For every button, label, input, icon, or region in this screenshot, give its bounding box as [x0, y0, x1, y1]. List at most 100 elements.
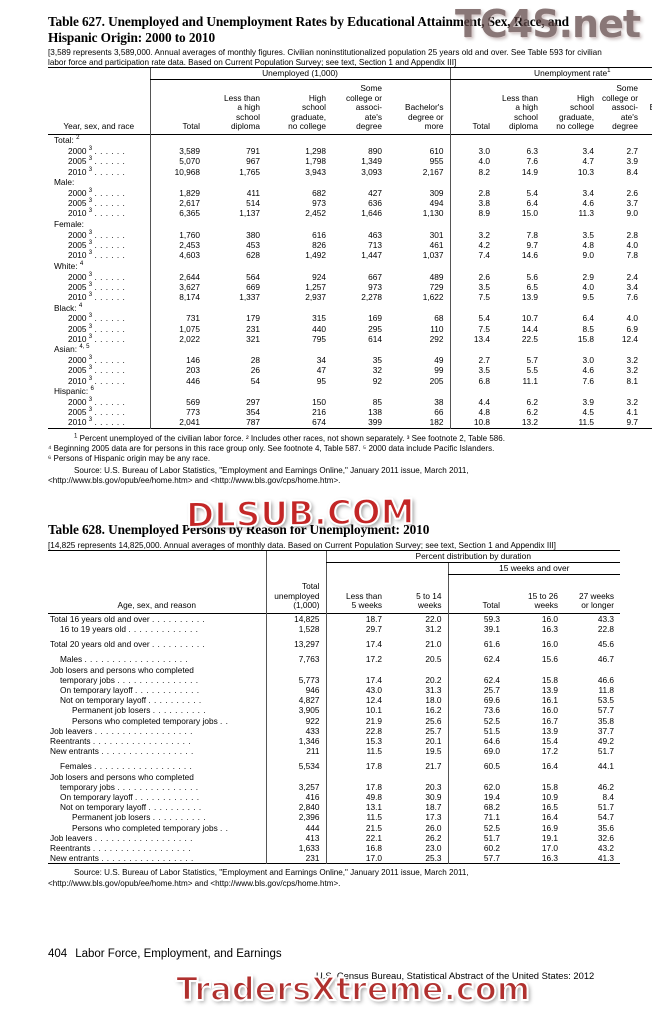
table-cell: 8.5 — [582, 323, 595, 334]
header-5-to-14-weeks: 5 to 14 weeks — [416, 590, 442, 611]
table-cell: 62.0 — [447, 781, 506, 792]
table-cell: 43.2 — [597, 842, 615, 853]
table-cell: 10.7 — [521, 313, 539, 324]
table-cell: 5.4 — [526, 187, 539, 198]
header-less-than-hs-2: Less than a high school diploma — [502, 92, 539, 132]
table-row-628: On temporary layoff . . . . . . . . . . … — [48, 684, 620, 696]
table-cell: 22.5 — [521, 333, 539, 344]
table-cell: 16.0 — [541, 639, 558, 650]
row-group-filler — [496, 219, 544, 230]
header-unemployment-rate: Unemployment rate1 — [449, 67, 652, 81]
table-row-627: 2000 3 . . . . . . 1,829 411 682 427 309 2.8 5.… — [48, 187, 652, 199]
table-cell: 26.0 — [425, 822, 442, 833]
row-group-filler — [388, 386, 450, 397]
table-row-627: 2010 3 . . . . . . 2,041 787 674 399 182 10.8 1… — [48, 417, 652, 429]
table-cell: 1,346 — [265, 735, 326, 747]
row-label: 2005 3 . . . . . . — [68, 322, 126, 334]
table-cell: 73.6 — [447, 705, 506, 716]
table-cell: 68 — [434, 313, 444, 324]
table-628-subspan-header-row: Age, sex, and reason Total unemployed (1,0… — [48, 562, 621, 614]
table-row-group-627: Asian: 4, 5 — [48, 343, 652, 356]
table-cell: 47 — [316, 365, 326, 376]
table-cell: 14.9 — [521, 166, 539, 177]
table-cell: 69.0 — [447, 746, 506, 757]
table-cell: 4.3 — [644, 292, 652, 302]
table-cell: 62.4 — [447, 674, 506, 685]
row-label: 2010 3 . . . . . . — [68, 207, 126, 219]
footnote-line-3: ⁶ Persons of Hispanic origin may be any … — [48, 453, 211, 463]
table-cell: 16.8 — [325, 842, 388, 854]
row-label: New entrants . . . . . . . . . . . . . .… — [50, 853, 194, 864]
table-cell: 6.3 — [526, 146, 539, 157]
row-group-filler — [449, 218, 497, 230]
table-cell: 6.9 — [626, 323, 639, 334]
table-cell: 7.6 — [582, 375, 595, 386]
table-row-group-627: Black: 4 — [48, 302, 652, 314]
table-cell: 22.8 — [325, 725, 388, 736]
table-cell: 69.6 — [447, 695, 506, 706]
row-group-filler — [600, 133, 645, 147]
table-row-628: Not on temporary layoff . . . . . . . . … — [48, 802, 620, 813]
table-row-628: 16 to 19 years old . . . . . . . . . . .… — [48, 623, 620, 635]
table-cell: 15.3 — [325, 735, 388, 747]
table-cell: 4.5 — [582, 407, 595, 418]
table-row-627: 2010 3 . . . . . . 6,365 1,137 2,452 1,646 1,… — [48, 207, 652, 219]
table-cell: 231 — [265, 853, 326, 864]
table-cell — [564, 772, 620, 782]
table-cell: 3.4 — [582, 146, 595, 157]
table-cell: 41.3 — [597, 853, 615, 864]
table-cell: 731 — [149, 313, 206, 324]
table-cell: 7.8 — [526, 229, 539, 240]
table-cell: 2.4 — [644, 240, 652, 250]
table-row-628: Job losers and persons who completed — [48, 664, 620, 675]
table-cell: 17.2 — [541, 746, 558, 757]
table-cell: 51.7 — [447, 832, 506, 843]
row-label: temporary jobs . . . . . . . . . . . . .… — [60, 674, 199, 685]
table-cell: 3.9 — [626, 156, 639, 167]
row-label: Not on temporary layoff . . . . . . . . … — [60, 802, 202, 813]
table-row-627: 2000 3 . . . . . . 1,760 380 616 463 301 3.2 7.… — [48, 229, 652, 240]
table-cell: 11.5 — [325, 812, 388, 823]
table-row-spacer-628 — [48, 649, 620, 655]
row-label: 2000 3 . . . . . . — [68, 270, 126, 282]
row-label: 2010 3 . . . . . . — [68, 291, 126, 302]
table-cell: 4.6 — [582, 198, 595, 209]
table-cell: 22.1 — [325, 832, 388, 843]
table-cell: 380 — [246, 229, 260, 240]
table-cell: 35 — [372, 355, 382, 366]
table-cell: 3.5 — [449, 365, 497, 376]
table-row-628: Reentrants . . . . . . . . . . . . . . .… — [48, 842, 620, 854]
source-line-2-627: <http://www.bls.gov/opub/ee/home.htm> an… — [48, 475, 341, 485]
table-cell: 17.3 — [425, 812, 442, 823]
header-some-college-1: Some college or associ-ate's degree — [346, 82, 382, 132]
table-cell: 1,760 — [149, 229, 206, 240]
table-row-627: 2000 3 . . . . . . 569 297 150 85 38 4.4 6.2 3.9… — [48, 397, 652, 408]
table-row-group-627: Total: 2 — [48, 133, 652, 147]
row-group-filler — [149, 133, 206, 147]
table-627-title: Table 627. Unemployed and Unemployment R… — [48, 14, 569, 45]
table-row-627: 2005 3 . . . . . . 773 354 216 138 66 4.8 6.2 4.… — [48, 407, 652, 418]
table-cell: 1.6 — [644, 272, 652, 282]
table-cell: 514 — [246, 198, 260, 209]
header-total-unemployed: Total unemployed (1,000) — [265, 562, 326, 614]
table-cell — [325, 771, 388, 782]
table-627-group-header-row: Unemployed (1,000) Unemployment rate1 — [48, 67, 652, 81]
table-cell: 3,093 — [361, 166, 382, 177]
row-group-filler — [266, 133, 332, 147]
table-cell: 19.5 — [425, 746, 442, 757]
header-15-to-26-weeks: 15 to 26 weeks — [528, 590, 558, 611]
header-bachelors-1: Bachelor's degree or more — [405, 102, 444, 132]
row-group-filler — [388, 302, 450, 313]
row-group-filler — [644, 386, 652, 397]
table-cell: 7.8 — [626, 250, 639, 261]
table-cell: 6.4 — [582, 313, 595, 324]
table-cell: 60.5 — [447, 761, 506, 772]
row-label: Job leavers . . . . . . . . . . . . . . … — [50, 832, 193, 843]
table-cell: 99 — [434, 365, 444, 376]
table-cell: 110 — [430, 323, 444, 334]
table-cell: 17.0 — [325, 853, 388, 864]
table-cell: 46.2 — [597, 781, 615, 792]
row-label: Permanent job losers . . . . . . . . . . — [72, 812, 207, 823]
table-cell: 5,070 — [149, 156, 206, 167]
